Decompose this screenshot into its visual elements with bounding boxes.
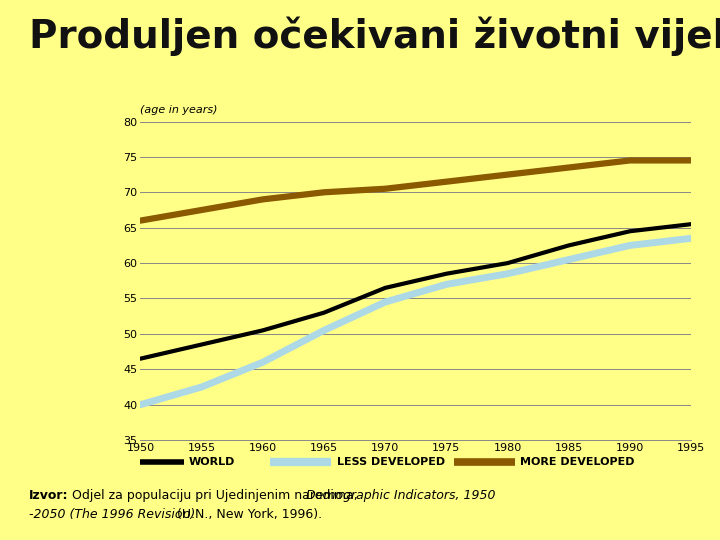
Text: (U.N., New York, 1996).: (U.N., New York, 1996). <box>173 508 322 521</box>
Text: Demographic Indicators, 1950: Demographic Indicators, 1950 <box>306 489 495 502</box>
Text: -2050 (The 1996 Revision): -2050 (The 1996 Revision) <box>29 508 195 521</box>
Text: LESS DEVELOPED: LESS DEVELOPED <box>337 457 445 467</box>
Text: (age in years): (age in years) <box>140 105 218 115</box>
Text: Odjel za populaciju pri Ujedinjenim narodima,: Odjel za populaciju pri Ujedinjenim naro… <box>68 489 362 502</box>
Text: WORLD: WORLD <box>189 457 235 467</box>
Text: Izvor:: Izvor: <box>29 489 68 502</box>
Text: MORE DEVELOPED: MORE DEVELOPED <box>520 457 634 467</box>
Text: Produljen očekivani životni vijek: Produljen očekivani životni vijek <box>29 16 720 56</box>
